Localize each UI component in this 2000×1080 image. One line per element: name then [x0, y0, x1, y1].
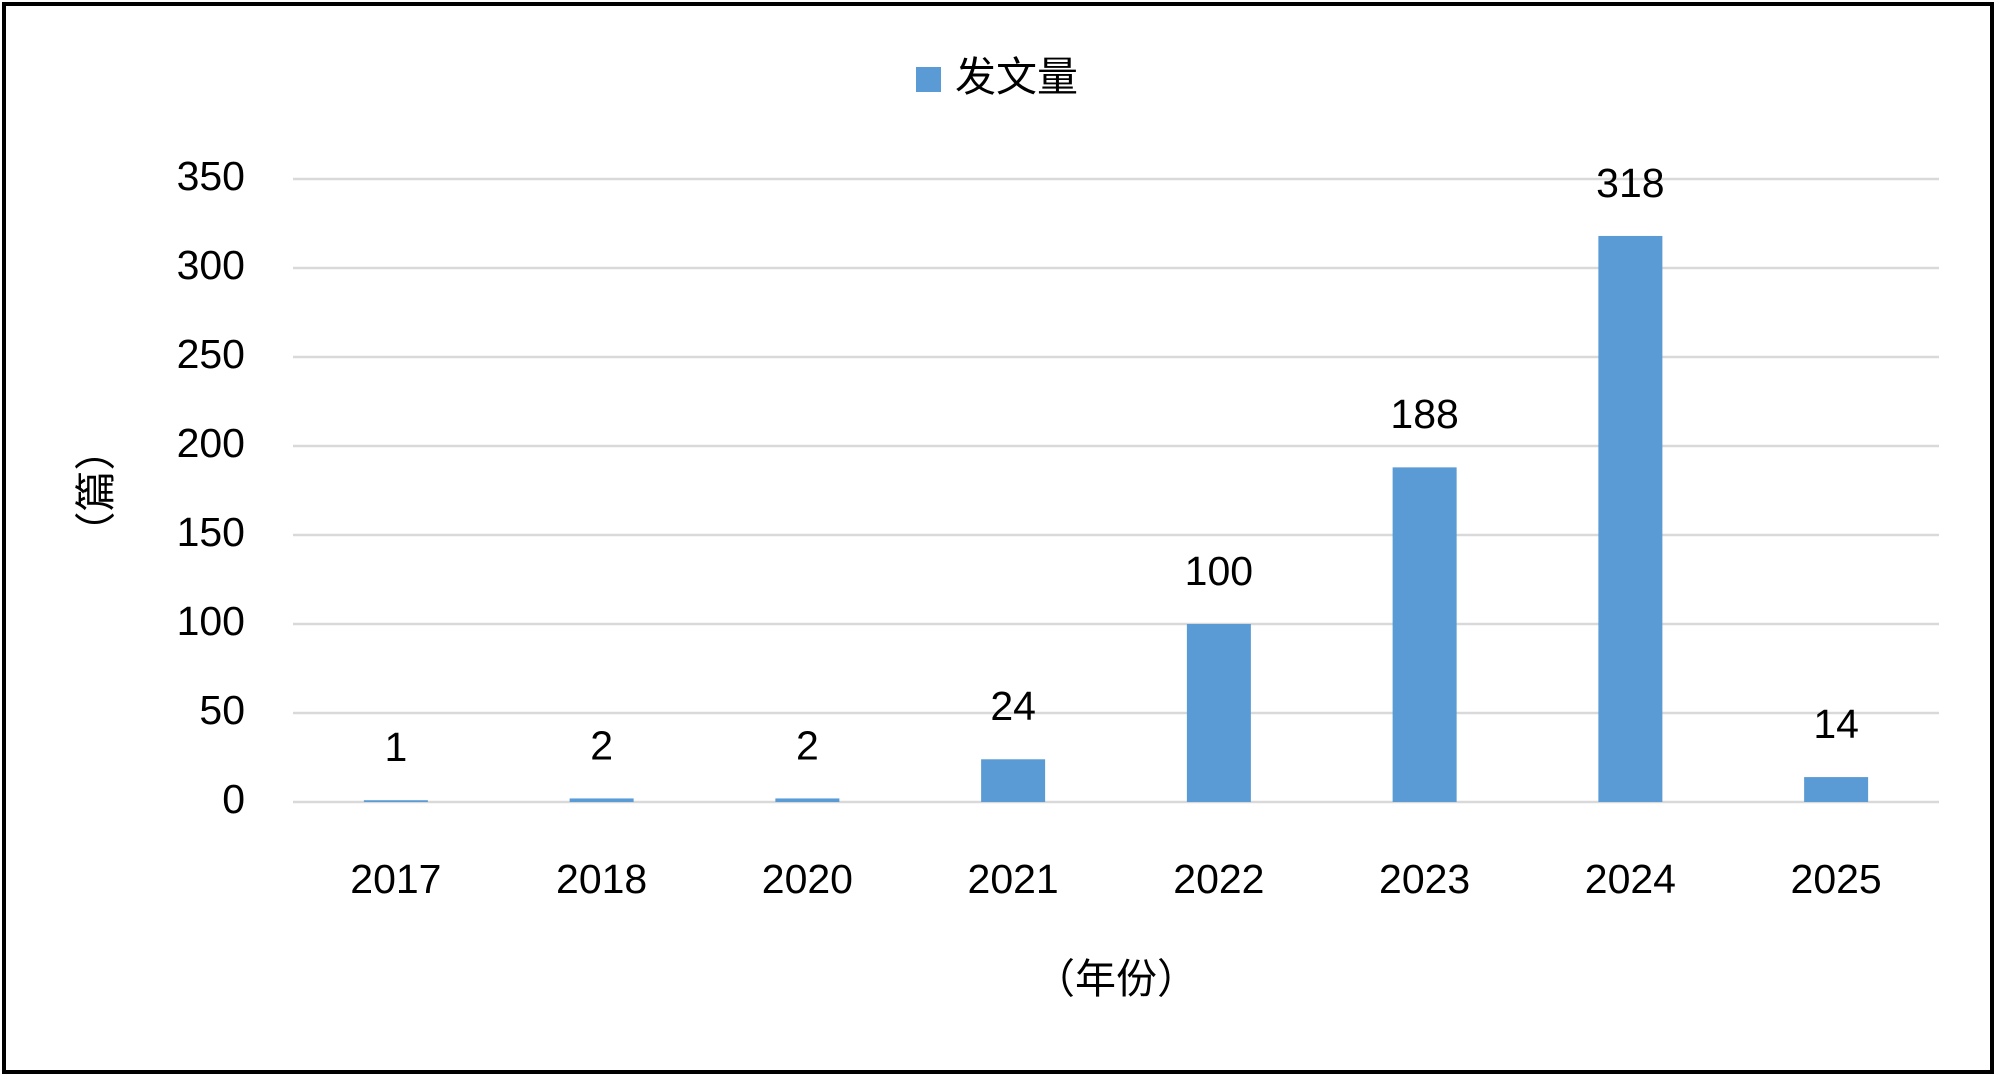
- bar: [1392, 467, 1457, 802]
- y-axis-title: （篇）: [73, 430, 119, 553]
- data-label: 188: [1390, 391, 1458, 437]
- x-tick-label: 2022: [1173, 856, 1264, 902]
- data-label: 14: [1813, 701, 1859, 747]
- y-tick-label: 300: [177, 242, 245, 288]
- legend-swatch: [916, 67, 941, 92]
- y-tick-label: 100: [177, 598, 245, 644]
- bar: [363, 800, 428, 802]
- y-tick-label: 350: [177, 153, 245, 199]
- data-label: 2: [590, 722, 613, 768]
- data-label: 100: [1185, 548, 1253, 594]
- y-tick-label: 150: [177, 509, 245, 555]
- y-tick-label: 50: [199, 687, 245, 733]
- data-label: 2: [796, 722, 819, 768]
- y-tick-label: 250: [177, 331, 245, 377]
- data-label: 1: [384, 724, 407, 770]
- x-tick-label: 2021: [968, 856, 1059, 902]
- y-tick-label: 0: [222, 776, 245, 822]
- x-tick-label: 2018: [556, 856, 647, 902]
- bar: [1186, 624, 1251, 802]
- x-tick-label: 2024: [1585, 856, 1676, 902]
- bar: [775, 798, 840, 802]
- x-tick-label: 2020: [762, 856, 853, 902]
- x-tick-label: 2023: [1379, 856, 1470, 902]
- bar: [981, 759, 1046, 802]
- bar: [1598, 235, 1663, 802]
- data-label: 318: [1596, 160, 1664, 206]
- x-axis-title: （年份）: [1034, 956, 1198, 1002]
- x-tick-label: 2017: [350, 856, 441, 902]
- bar: [1804, 777, 1869, 802]
- legend-label: 发文量: [955, 54, 1078, 100]
- data-label: 24: [990, 683, 1036, 729]
- bar: [569, 798, 634, 802]
- y-tick-label: 200: [177, 420, 245, 466]
- x-tick-label: 2025: [1791, 856, 1882, 902]
